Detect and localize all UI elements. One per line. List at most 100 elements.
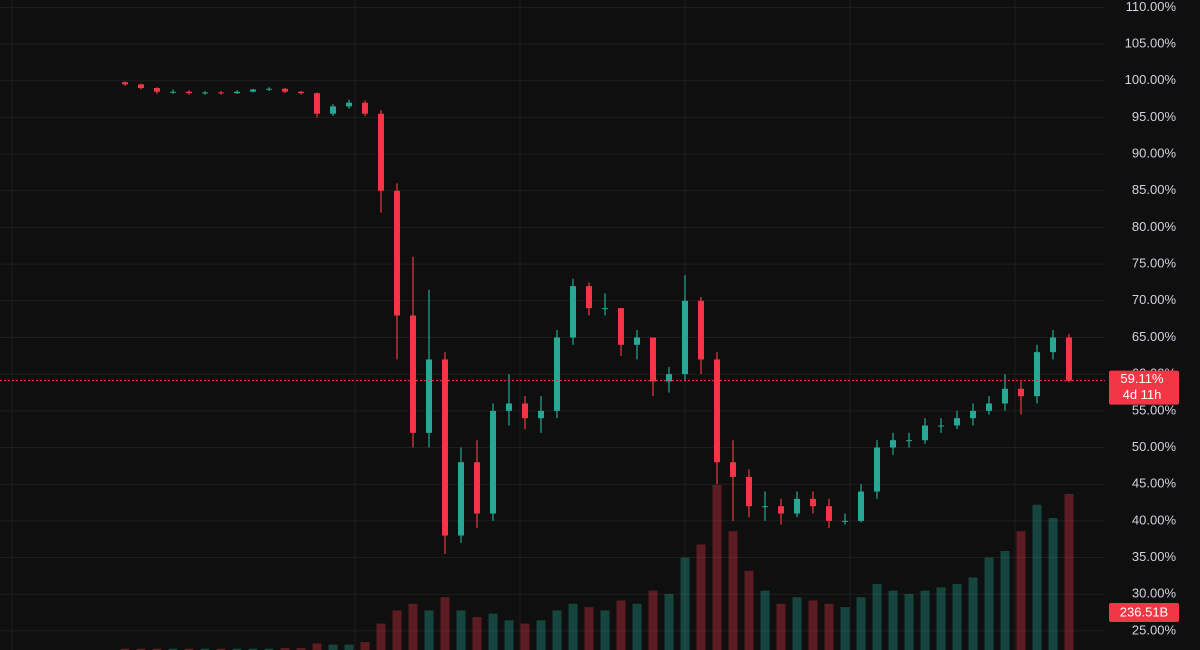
candle-body [1018,388,1024,397]
candle-body [570,286,576,338]
volume-bar [136,648,146,650]
candle-body [970,410,976,419]
candle-body [778,506,784,514]
candle-body [586,286,592,309]
candle-body [154,88,160,92]
candle-body [1050,337,1056,353]
volume-bar [552,610,562,650]
candle-body [122,82,128,85]
candle-body [394,190,400,316]
candle-body [314,93,320,114]
volume-bar [648,590,658,650]
volume-label-box [1109,603,1179,622]
vertical-grid [11,0,1016,650]
volume-bar [888,590,898,650]
candles [122,81,1072,554]
volume-bar [360,642,370,650]
volume-bar [472,617,482,650]
y-tick-label: 80.00% [1132,219,1177,234]
candle-body [330,106,336,114]
volume-bar [1016,531,1026,650]
volume-bar [952,584,962,650]
candle-body [298,91,304,94]
volume-bar [616,600,626,650]
candle-body [138,84,144,89]
volume-bar [312,643,322,650]
candle-body [842,520,848,522]
candle-body [538,410,544,419]
y-tick-label: 40.00% [1132,512,1177,527]
volume-bar [600,610,610,650]
volume-bar [1064,493,1074,650]
y-tick-label: 85.00% [1132,182,1177,197]
candle-body [170,91,176,93]
volume-bar [936,587,946,650]
volume-bar [792,597,802,650]
candle-body [266,88,272,90]
y-tick-label: 95.00% [1132,109,1177,124]
y-tick-label: 100.00% [1125,72,1177,87]
candle-body [234,91,240,94]
candle-body [186,91,192,94]
candle-body [426,359,432,433]
y-tick-label: 105.00% [1125,35,1177,50]
volume-bar [712,485,722,650]
candle-body [650,337,656,382]
y-tick-label: 110.00% [1126,0,1177,14]
candle-body [986,403,992,411]
volume-bar [520,623,530,650]
volume-bar [200,648,210,650]
volume-bar [232,648,242,650]
volume-bar [408,603,418,650]
candle-body [794,498,800,514]
volume-bar [120,648,130,650]
candle-body [634,337,640,345]
volume-bar [168,648,178,650]
volume-bar [824,603,834,650]
volume-bar [808,600,818,650]
y-tick-label: 35.00% [1132,549,1177,564]
candle-body [922,425,928,441]
candle-body [714,359,720,463]
volume-bar [488,613,498,650]
candle-body [602,308,608,310]
volume-bar [984,557,994,650]
volume-bar [424,610,434,650]
candle-body [490,410,496,514]
candle-body [858,491,864,521]
candle-body [698,300,704,360]
candle-body [202,92,208,94]
volume-bar [920,590,930,650]
volume-bar [568,603,578,650]
volume-bar [344,644,354,650]
volume-bar [216,648,226,650]
volume-bar [504,620,514,650]
volume-bar [664,593,674,650]
y-tick-label: 50.00% [1132,439,1177,454]
candle-body [410,315,416,433]
y-tick-label: 70.00% [1132,292,1177,307]
candle-body [906,440,912,442]
y-tick-label: 65.00% [1132,329,1177,344]
volume-bar [264,648,274,650]
volume-bar [392,610,402,650]
volume-bar [872,584,882,650]
candle-body [554,337,560,411]
candle-body [938,425,944,427]
candle-body [618,308,624,345]
last-price-label: 59.11% [1120,371,1164,386]
candle-body [378,113,384,191]
candle-body [730,462,736,477]
candle-body [746,476,752,507]
candle-body [826,506,832,521]
volume-bar [152,648,162,650]
volume-bar [376,623,386,650]
candle-body [1066,337,1072,381]
volume-bar [760,590,770,650]
candle-body [1002,388,1008,404]
candle-body [442,359,448,536]
volume-bar [728,531,738,650]
candle-body [522,403,528,419]
